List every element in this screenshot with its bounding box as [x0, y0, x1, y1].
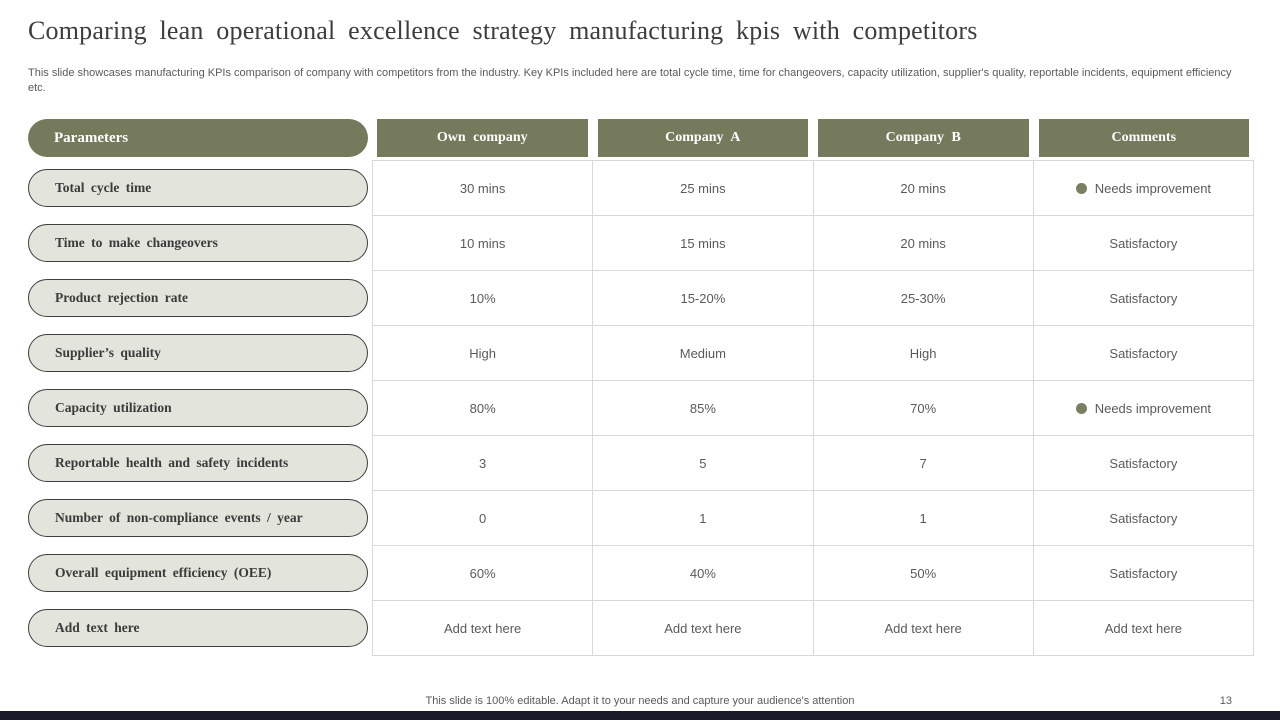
table-body: 30 mins 25 mins 20 mins Needs improvemen… — [372, 160, 1254, 656]
parameter-row: Number of non-compliance events / year — [28, 490, 368, 545]
comment-text: Satisfactory — [1109, 345, 1178, 361]
table-cell: 85% — [593, 381, 814, 436]
comment-cell: Satisfactory — [1033, 491, 1254, 546]
table-cell: High — [373, 326, 594, 381]
comment-text: Add text here — [1104, 620, 1183, 636]
comment-cell-placeholder[interactable]: Add text here — [1033, 601, 1254, 656]
slide-description: This slide showcases manufacturing KPIs … — [28, 67, 1232, 94]
parameters-column: Parameters Total cycle time Time to make… — [28, 119, 368, 655]
table-cell: 3 — [373, 436, 594, 491]
column-header-row: Own company Company A Company B Comments — [372, 119, 1254, 157]
parameter-pill-suppliers-quality: Supplier’s quality — [28, 333, 368, 372]
parameter-row: Time to make changeovers — [28, 215, 368, 270]
parameter-row: Add text here — [28, 600, 368, 655]
column-header-comments: Comments — [1038, 119, 1249, 157]
comment-text: Satisfactory — [1109, 235, 1178, 251]
comment-cell: Satisfactory — [1033, 271, 1254, 326]
comment-cell: Satisfactory — [1033, 436, 1254, 491]
comment-text: Satisfactory — [1109, 290, 1178, 306]
parameter-row: Overall equipment efficiency (OEE) — [28, 545, 368, 600]
table-cell: 20 mins — [813, 216, 1034, 271]
slide-title: Comparing lean operational excellence st… — [28, 16, 978, 45]
table-cell: 30 mins — [373, 161, 594, 216]
parameter-pill-total-cycle-time: Total cycle time — [28, 168, 368, 207]
table-cell: 25 mins — [593, 161, 814, 216]
table-cell: 40% — [593, 546, 814, 601]
table-cell: 60% — [373, 546, 594, 601]
parameter-pill-add-text-placeholder[interactable]: Add text here — [28, 608, 368, 647]
table-cell: 1 — [813, 491, 1034, 546]
table-cell: High — [813, 326, 1034, 381]
table-cell: Medium — [593, 326, 814, 381]
parameter-pill-non-compliance-events: Number of non-compliance events / year — [28, 498, 368, 537]
table-cell: 70% — [813, 381, 1034, 436]
table-cell: 20 mins — [813, 161, 1034, 216]
comment-cell: Satisfactory — [1033, 326, 1254, 381]
comment-text: Satisfactory — [1109, 565, 1178, 581]
table-cell: 7 — [813, 436, 1034, 491]
parameters-header-pill: Parameters — [28, 119, 368, 157]
table-cell: 5 — [593, 436, 814, 491]
parameter-pill-capacity-utilization: Capacity utilization — [28, 388, 368, 427]
table-cell-placeholder[interactable]: Add text here — [593, 601, 814, 656]
bottom-accent-bar — [0, 711, 1280, 720]
table-cell: 1 — [593, 491, 814, 546]
table-cell: 15 mins — [593, 216, 814, 271]
column-header-company-b: Company B — [818, 119, 1029, 157]
column-header-company-a: Company A — [597, 119, 808, 157]
comparison-table: Own company Company A Company B Comments… — [372, 119, 1254, 656]
parameter-pill-oee: Overall equipment efficiency (OEE) — [28, 553, 368, 592]
comment-text: Satisfactory — [1109, 510, 1178, 526]
parameter-row: Product rejection rate — [28, 270, 368, 325]
table-cell: 25-30% — [813, 271, 1034, 326]
parameter-row: Reportable health and safety incidents — [28, 435, 368, 490]
editable-note: This slide is 100% editable. Adapt it to… — [425, 695, 855, 707]
table-cell: 50% — [813, 546, 1034, 601]
table-cell: 10% — [373, 271, 594, 326]
page-number: 13 — [1219, 695, 1232, 707]
comment-text: Needs improvement — [1094, 400, 1212, 416]
parameter-row: Total cycle time — [28, 160, 368, 215]
comment-text: Needs improvement — [1094, 180, 1212, 196]
parameter-pill-reportable-incidents: Reportable health and safety incidents — [28, 443, 368, 482]
comment-cell: Needs improvement — [1033, 381, 1254, 436]
status-dot-icon — [1075, 182, 1087, 194]
comment-cell: Satisfactory — [1033, 546, 1254, 601]
parameter-pill-product-rejection-rate: Product rejection rate — [28, 278, 368, 317]
comment-cell: Satisfactory — [1033, 216, 1254, 271]
table-cell: 10 mins — [373, 216, 594, 271]
comment-text: Satisfactory — [1109, 455, 1178, 471]
table-cell: 0 — [373, 491, 594, 546]
column-header-own-company: Own company — [377, 119, 588, 157]
status-dot-icon — [1075, 402, 1087, 414]
table-cell: 15-20% — [593, 271, 814, 326]
parameter-row: Capacity utilization — [28, 380, 368, 435]
parameter-row: Supplier’s quality — [28, 325, 368, 380]
comment-cell: Needs improvement — [1033, 161, 1254, 216]
table-cell-placeholder[interactable]: Add text here — [813, 601, 1034, 656]
table-cell-placeholder[interactable]: Add text here — [373, 601, 594, 656]
table-cell: 80% — [373, 381, 594, 436]
parameter-pill-time-to-make-changeovers: Time to make changeovers — [28, 223, 368, 262]
